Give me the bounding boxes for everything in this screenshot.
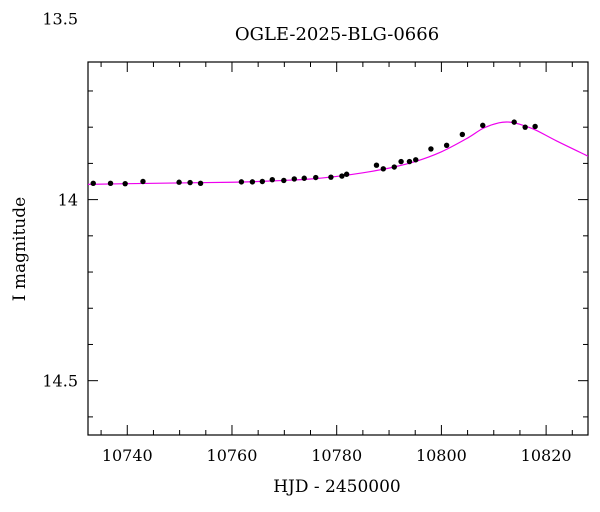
x-tick-label: 10740: [102, 446, 153, 465]
data-point: [238, 179, 245, 185]
y-tick-label: 14.5: [42, 372, 78, 391]
data-point: [291, 176, 297, 182]
data-point: [391, 164, 397, 170]
data-point: [176, 179, 182, 185]
data-point: [313, 174, 319, 181]
y-axis-label: I magnitude: [10, 197, 30, 301]
x-axis-ticks: [100, 62, 573, 435]
data-point: [522, 124, 528, 130]
data-point: [339, 173, 345, 179]
series-layer: [88, 119, 588, 187]
data-point: [328, 174, 334, 180]
data-point: [413, 157, 419, 163]
data-point: [281, 177, 287, 184]
y-tick-label: 13.5: [42, 10, 78, 29]
x-axis-label: HJD - 2450000: [273, 477, 401, 497]
data-point: [259, 178, 266, 185]
data-point: [406, 158, 413, 165]
x-tick-label: 10800: [416, 446, 467, 465]
x-tick-label: 10820: [521, 446, 572, 465]
data-point: [511, 119, 517, 125]
data-point: [373, 162, 380, 168]
y-axis-tick-labels: 13.5 14 14.5: [42, 10, 78, 391]
data-point: [343, 171, 350, 177]
chart-title: OGLE-2025-BLG-0666: [235, 24, 439, 45]
y-axis-ticks: [88, 90, 588, 418]
data-point: [249, 179, 256, 185]
x-tick-label: 10760: [207, 446, 258, 465]
data-point: [532, 123, 538, 130]
data-point: [107, 180, 114, 187]
data-point: [480, 122, 486, 129]
data-point: [122, 180, 128, 187]
data-point: [269, 176, 275, 183]
data-point: [459, 131, 466, 138]
data-point: [443, 142, 450, 148]
x-tick-label: 10780: [311, 446, 362, 465]
x-axis-tick-labels: 10740 10760 10780 10800 10820: [102, 446, 572, 465]
data-point: [428, 146, 434, 152]
data-point: [398, 158, 404, 165]
data-point: [197, 180, 204, 187]
y-tick-label: 14: [58, 191, 78, 210]
data-point: [140, 178, 146, 185]
model-curve: [88, 121, 588, 186]
data-point: [301, 175, 307, 181]
data-point: [187, 179, 193, 186]
plot-frame: [87, 61, 589, 436]
data-point: [90, 180, 96, 187]
data-point: [380, 166, 386, 172]
